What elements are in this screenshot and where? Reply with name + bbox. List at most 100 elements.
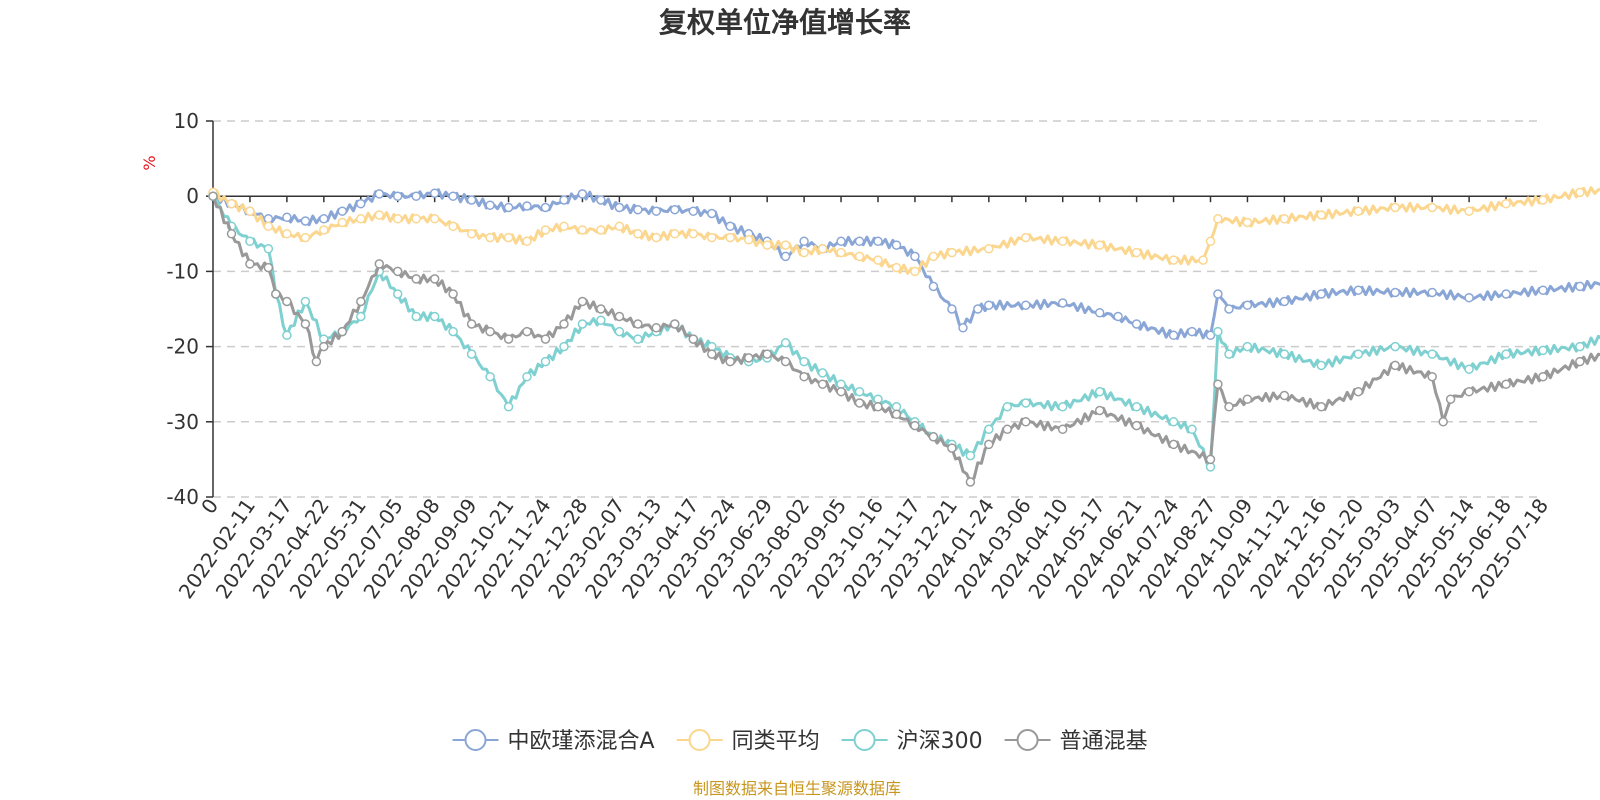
data-point bbox=[688, 229, 699, 239]
data-point bbox=[1213, 326, 1223, 337]
data-point bbox=[836, 236, 846, 247]
data-point bbox=[633, 319, 643, 329]
data-point bbox=[1427, 287, 1437, 298]
data-point bbox=[1353, 206, 1364, 216]
data-point bbox=[503, 202, 514, 213]
data-point bbox=[1538, 285, 1548, 295]
data-point bbox=[873, 236, 883, 247]
data-point bbox=[1575, 341, 1585, 352]
data-point bbox=[1168, 255, 1179, 265]
data-point bbox=[596, 304, 606, 314]
data-point bbox=[1094, 405, 1105, 416]
y-tick-label: -40 bbox=[166, 485, 199, 509]
data-point bbox=[873, 394, 883, 404]
data-point bbox=[633, 204, 643, 215]
data-point bbox=[1464, 206, 1474, 216]
data-point bbox=[245, 259, 255, 269]
data-point bbox=[1501, 349, 1511, 359]
data-point bbox=[780, 338, 791, 348]
data-point bbox=[311, 356, 322, 367]
data-point bbox=[780, 240, 791, 250]
data-point bbox=[1445, 394, 1456, 404]
data-point bbox=[1390, 287, 1400, 298]
data-point bbox=[1279, 390, 1290, 401]
data-point bbox=[356, 296, 366, 307]
data-point bbox=[374, 189, 385, 199]
legend-label: 普通混基 bbox=[1060, 729, 1148, 754]
data-point bbox=[1464, 364, 1474, 374]
data-point bbox=[392, 214, 403, 224]
data-point bbox=[1353, 285, 1364, 295]
data-point bbox=[891, 240, 902, 250]
data-point bbox=[392, 289, 403, 299]
data-point bbox=[836, 386, 846, 397]
data-point bbox=[670, 229, 680, 239]
data-point bbox=[1213, 289, 1223, 299]
data-point bbox=[762, 240, 772, 250]
data-point bbox=[1316, 402, 1327, 412]
data-point bbox=[503, 232, 514, 243]
legend-marker bbox=[1016, 729, 1039, 751]
data-point bbox=[337, 326, 348, 337]
data-point bbox=[356, 311, 366, 322]
data-point bbox=[1168, 417, 1179, 427]
data-point bbox=[799, 247, 809, 258]
data-point bbox=[1131, 420, 1142, 431]
data-point bbox=[891, 409, 902, 420]
data-point bbox=[466, 195, 477, 205]
data-point bbox=[947, 304, 957, 314]
data-point bbox=[817, 368, 828, 378]
legend-item[interactable]: 中欧瑾添混合A bbox=[452, 729, 655, 754]
data-point bbox=[1094, 308, 1105, 318]
data-point bbox=[1205, 236, 1216, 247]
legend-marker bbox=[688, 729, 711, 751]
data-point bbox=[448, 326, 458, 337]
data-point bbox=[799, 236, 809, 247]
data-point bbox=[282, 212, 292, 223]
data-point bbox=[854, 251, 865, 262]
data-point bbox=[670, 204, 680, 215]
data-point bbox=[614, 311, 625, 322]
data-point bbox=[540, 225, 551, 235]
data-point bbox=[1057, 298, 1068, 308]
data-point bbox=[1021, 300, 1031, 310]
data-point bbox=[973, 304, 983, 314]
data-point bbox=[429, 311, 440, 322]
data-point bbox=[1242, 394, 1253, 404]
data-point bbox=[725, 232, 735, 243]
data-point bbox=[928, 281, 939, 292]
data-point bbox=[300, 216, 311, 226]
data-point bbox=[356, 214, 366, 224]
data-point bbox=[540, 334, 551, 344]
data-point bbox=[1538, 345, 1548, 356]
data-point bbox=[522, 236, 532, 247]
data-point bbox=[485, 200, 495, 210]
legend-item[interactable]: 沪深300 bbox=[841, 729, 983, 754]
legend-items: 中欧瑾添混合A 同类平均 沪深300 普通混基 bbox=[452, 729, 1148, 754]
data-point bbox=[540, 202, 551, 213]
data-point bbox=[651, 323, 662, 333]
data-point bbox=[429, 274, 440, 284]
data-point bbox=[337, 217, 348, 228]
legend: 中欧瑾添混合A 同类平均 沪深300 普通混基 bbox=[452, 729, 1148, 754]
legend-item[interactable]: 普通混基 bbox=[1004, 729, 1148, 754]
data-point bbox=[1213, 379, 1223, 389]
data-point bbox=[1501, 289, 1511, 299]
y-axis-unit-label: % bbox=[140, 155, 159, 170]
data-point bbox=[1242, 217, 1253, 228]
data-point bbox=[226, 198, 237, 209]
data-point bbox=[522, 326, 532, 337]
data-point bbox=[1113, 311, 1123, 322]
legend-item[interactable]: 同类平均 bbox=[676, 729, 820, 754]
data-point bbox=[1224, 304, 1234, 314]
data-point bbox=[1279, 349, 1290, 359]
data-point bbox=[965, 450, 976, 461]
data-point bbox=[263, 262, 274, 273]
data-point bbox=[411, 191, 421, 201]
data-point bbox=[1242, 341, 1253, 352]
y-axis-ticks: 10 0 -10 -20 -30 -40 bbox=[166, 109, 213, 509]
data-point bbox=[1316, 289, 1327, 299]
data-point bbox=[466, 349, 477, 359]
data-point bbox=[947, 443, 957, 453]
data-point bbox=[1168, 439, 1179, 450]
